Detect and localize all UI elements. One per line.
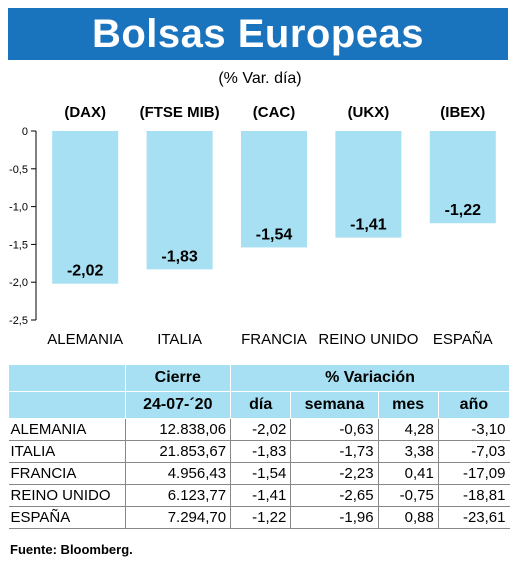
row-semana: -2,23 (290, 462, 379, 485)
bar (429, 131, 496, 224)
y-tick-label: 0 (22, 126, 28, 138)
y-tick-label: -0,5 (9, 164, 28, 176)
row-name: REINO UNIDO (8, 484, 125, 507)
row-cierre: 7.294,70 (124, 506, 231, 529)
category-label: REINO UNIDO (318, 331, 418, 348)
row-cierre: 12.838,06 (124, 418, 231, 441)
bar (335, 131, 402, 238)
page-title: Bolsas Europeas (8, 8, 508, 60)
table-corner-cell (8, 391, 126, 419)
category-label: ESPAÑA (433, 331, 493, 348)
row-name: ALEMANIA (8, 418, 125, 441)
table-col-header-dia: día (230, 391, 292, 419)
data-label: -2,02 (67, 263, 104, 280)
row-ano: -18,81 (437, 484, 510, 507)
category-label: FRANCIA (241, 331, 307, 348)
row-semana: -2,65 (290, 484, 379, 507)
row-name: ESPAÑA (8, 506, 125, 529)
table-row: ITALIA 21.853,67 -1,83 -1,73 3,38 -7,03 (8, 440, 510, 463)
row-ano: -3,10 (437, 418, 510, 441)
row-cierre: 4.956,43 (124, 462, 231, 485)
row-name: FRANCIA (8, 462, 125, 485)
row-mes: 4,28 (377, 418, 439, 441)
table-col-header-date: 24-07-´20 (124, 391, 232, 419)
bar (52, 131, 119, 284)
row-dia: -1,41 (230, 484, 291, 507)
index-label: (CAC) (253, 104, 296, 121)
row-mes: 0,41 (377, 462, 439, 485)
row-semana: -1,96 (290, 506, 379, 529)
chart-subtitle: (% Var. día) (218, 70, 302, 87)
row-dia: -1,54 (230, 462, 291, 485)
table-group-header-cierre: Cierre (124, 364, 232, 392)
table-group-header-row: Cierre % Variación (8, 364, 510, 392)
table-group-header-variacion: % Variación (230, 364, 510, 392)
index-label: (UKX) (348, 104, 390, 121)
row-mes: 0,88 (377, 506, 439, 529)
table-col-header-ano: año (437, 391, 511, 419)
table-col-header-semana: semana (290, 391, 379, 419)
bar-chart: 0 -0,5 -1,0 -1,5 -2,0 -2,5 (DAX) -2,02 ALEMANIA (… (9, 104, 496, 348)
y-tick-label: -2,5 (9, 315, 28, 327)
bar (241, 131, 307, 248)
data-label: -1,83 (161, 248, 198, 265)
y-tick-label: -2,0 (9, 277, 28, 289)
row-name: ITALIA (8, 440, 125, 463)
row-dia: -2,02 (230, 418, 291, 441)
category-label: ALEMANIA (47, 331, 123, 348)
data-label: -1,22 (445, 202, 482, 219)
y-tick-label: -1,0 (9, 202, 28, 214)
data-label: -1,54 (256, 226, 293, 243)
row-dia: -1,83 (230, 440, 291, 463)
table-column-header-row: 24-07-´20 día semana mes año (8, 391, 511, 419)
category-label: ITALIA (157, 331, 202, 348)
row-ano: -23,61 (437, 506, 510, 529)
row-mes: -0,75 (377, 484, 439, 507)
table-col-header-mes: mes (377, 391, 439, 419)
table-row: REINO UNIDO 6.123,77 -1,41 -2,65 -0,75 -… (8, 484, 510, 507)
stock-table: Cierre % Variación 24-07-´20 día semana … (8, 364, 511, 529)
row-cierre: 6.123,77 (124, 484, 231, 507)
row-cierre: 21.853,67 (124, 440, 231, 463)
row-semana: -1,73 (290, 440, 379, 463)
table-row: FRANCIA 4.956,43 -1,54 -2,23 0,41 -17,09 (8, 462, 510, 485)
row-semana: -0,63 (290, 418, 379, 441)
row-ano: -7,03 (437, 440, 510, 463)
y-tick-label: -1,5 (9, 239, 28, 251)
row-ano: -17,09 (437, 462, 510, 485)
row-dia: -1,22 (230, 506, 291, 529)
index-label: (FTSE MIB) (140, 104, 220, 121)
stock-table-container: Cierre % Variación 24-07-´20 día semana … (8, 364, 511, 529)
row-mes: 3,38 (377, 440, 439, 463)
bar (146, 131, 213, 270)
source-note: Fuente: Bloomberg. (10, 542, 133, 557)
index-label: (IBEX) (440, 104, 485, 121)
table-row: ESPAÑA 7.294,70 -1,22 -1,96 0,88 -23,61 (8, 506, 510, 529)
data-label: -1,41 (350, 217, 387, 234)
index-label: (DAX) (64, 104, 106, 121)
table-corner-cell (8, 364, 126, 392)
table-row: ALEMANIA 12.838,06 -2,02 -0,63 4,28 -3,1… (8, 418, 510, 441)
